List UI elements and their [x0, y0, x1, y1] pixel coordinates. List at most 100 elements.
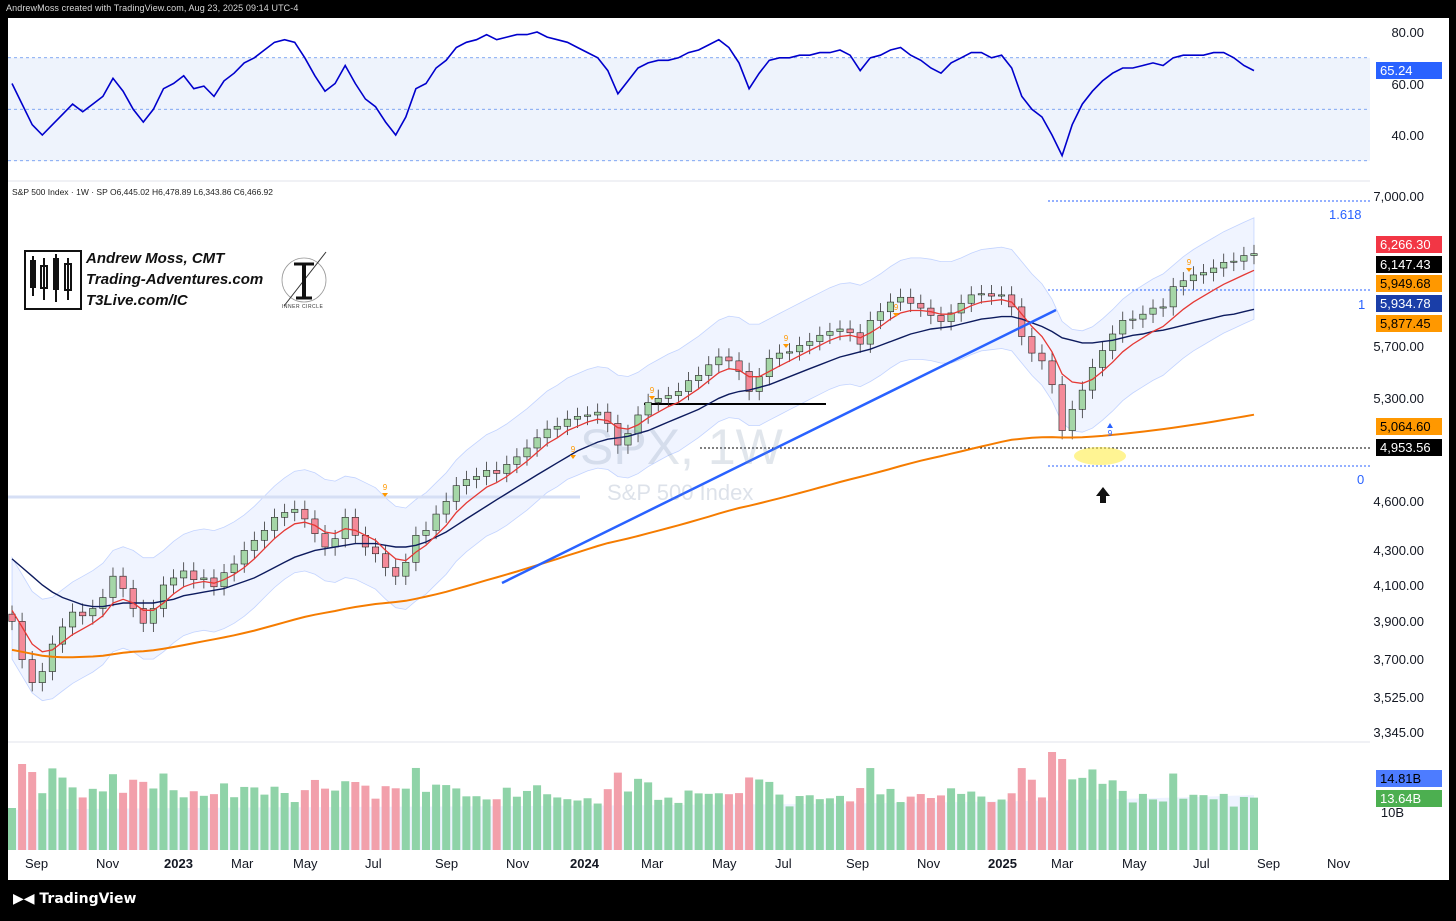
candle-body — [826, 331, 834, 336]
volume-bar — [321, 788, 330, 850]
candle-body — [291, 508, 299, 513]
volume-bar — [593, 803, 602, 850]
candle-body — [513, 456, 521, 465]
candle-body — [604, 411, 612, 424]
inner-circle-logo-icon — [281, 251, 327, 307]
candle-body — [260, 530, 268, 541]
candle-body — [796, 345, 804, 353]
volume-bar — [98, 791, 107, 850]
candle-body — [846, 328, 854, 334]
volume-bar — [139, 781, 148, 850]
footer-bar — [0, 880, 1456, 921]
candle-body — [1099, 350, 1107, 368]
volume-bar — [977, 796, 986, 850]
price-badge: 6,266.30 — [1376, 236, 1442, 253]
volume-bar — [724, 794, 733, 850]
volume-bar — [936, 795, 945, 850]
candle-body — [674, 391, 682, 396]
volume-bar — [502, 787, 511, 850]
volume-bar — [381, 786, 390, 850]
volume-bar — [906, 796, 915, 850]
candle-body — [28, 659, 36, 683]
author-link[interactable]: T3Live.com/IC — [86, 292, 188, 309]
volume-bar — [341, 781, 350, 850]
price-badge: 5,949.68 — [1376, 275, 1442, 292]
volume-axis-label: 10B — [1380, 805, 1404, 820]
candle-body — [129, 588, 137, 609]
volume-bar — [189, 791, 198, 850]
ema-fast-line — [11, 269, 1255, 653]
time-axis-label: Sep — [25, 856, 49, 871]
volume-bar — [28, 772, 37, 850]
td-count-label: 9 — [1187, 258, 1192, 267]
volume-bar — [967, 791, 976, 850]
candle-body — [563, 418, 571, 427]
candle-body — [1250, 253, 1258, 256]
support-highlight — [1074, 447, 1126, 465]
volume-bar — [371, 798, 380, 850]
header-credit: AndrewMoss created with TradingView.com,… — [6, 3, 299, 13]
td-arrow-icon — [649, 396, 655, 400]
price-badge: 5,877.45 — [1376, 315, 1442, 332]
volume-bar — [785, 806, 794, 850]
volume-bar — [159, 773, 168, 850]
candle-body — [38, 671, 46, 683]
candle-body — [836, 328, 844, 332]
volume-bar — [684, 790, 693, 850]
time-axis-label: May — [293, 856, 318, 871]
candle-body — [240, 550, 248, 565]
candle-body — [786, 351, 794, 354]
candle-body — [876, 311, 884, 321]
fib-level-label: 1.618 — [1329, 207, 1362, 222]
candle-body — [624, 433, 632, 446]
volume-bar — [846, 801, 855, 850]
price-axis-label: 3,345.00 — [1373, 725, 1424, 740]
candle-body — [1210, 267, 1218, 273]
candle-body — [301, 508, 309, 520]
candle-body — [553, 425, 561, 430]
volume-bar — [997, 799, 1006, 850]
volume-bar — [866, 768, 875, 850]
candle-body — [250, 539, 258, 551]
fib-level-label: 1 — [1358, 297, 1366, 312]
volume-bar — [300, 790, 309, 850]
td-count-label: 9 — [650, 386, 655, 395]
candle-body — [947, 312, 955, 322]
trendline — [501, 308, 1057, 585]
time-axis-label: Sep — [1257, 856, 1281, 871]
td-count-label: 9 — [383, 483, 388, 492]
volume-bar — [1179, 798, 1188, 850]
candle-body — [341, 517, 349, 539]
author-name: Andrew Moss, CMT — [86, 250, 225, 267]
volume-bar — [220, 783, 229, 850]
volume-bar — [704, 793, 713, 850]
volume-bar — [1209, 799, 1218, 850]
candle-body — [1018, 306, 1026, 337]
td-arrow-icon — [382, 493, 388, 497]
volume-bar — [88, 788, 97, 850]
volume-bar — [533, 785, 542, 850]
rsi-line — [11, 31, 1255, 158]
volume-bar — [613, 772, 622, 850]
volume-bar — [270, 786, 279, 850]
volume-bar — [1250, 797, 1258, 850]
candle-body — [523, 447, 531, 458]
candle-body — [462, 479, 470, 486]
volume-bar — [563, 799, 572, 850]
candle-body — [109, 575, 117, 598]
time-axis-label: Sep — [435, 856, 459, 871]
volume-bar — [825, 798, 834, 850]
candle-body — [1189, 274, 1197, 282]
tradingview-logo[interactable]: ▶◀ TradingView — [13, 891, 136, 907]
candle-body — [1038, 352, 1046, 362]
chart-canvas[interactable] — [8, 18, 1449, 880]
candle-body — [58, 626, 66, 645]
volume-bar — [1108, 780, 1117, 850]
arrow-up-icon — [1096, 487, 1110, 503]
volume-bar — [583, 798, 592, 850]
volume-bar — [815, 799, 824, 850]
volume-bar — [432, 784, 441, 850]
volume-bar — [462, 796, 471, 850]
